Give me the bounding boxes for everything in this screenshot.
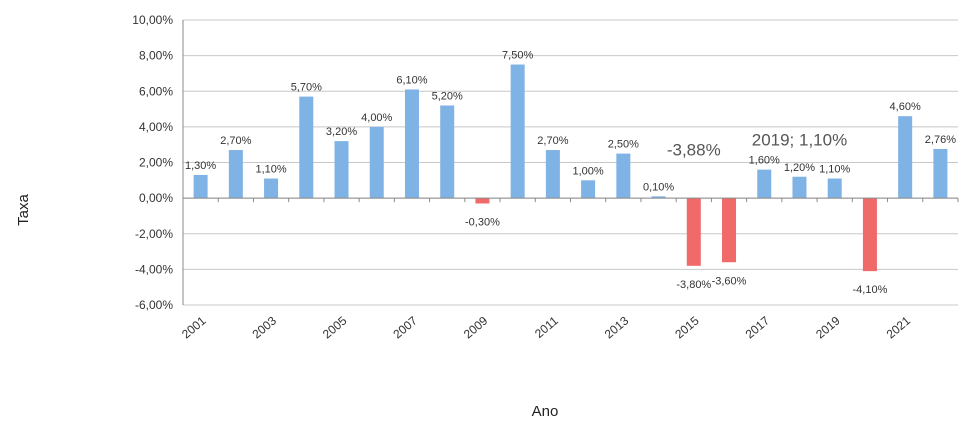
- data-label-2022: 2,76%: [925, 134, 956, 146]
- bar-2007: [404, 89, 419, 199]
- x-tick-label: 2003: [250, 313, 280, 341]
- data-label-2007: 6,10%: [396, 74, 427, 86]
- x-tick-label: 2019: [813, 313, 843, 341]
- x-tick-label: 2021: [884, 313, 914, 341]
- data-label-2017: 1,60%: [749, 155, 780, 167]
- bar-2001: [193, 174, 208, 199]
- bar-2011: [545, 150, 560, 199]
- data-label-2018: 1,20%: [784, 162, 815, 174]
- bar-2013: [616, 153, 631, 199]
- data-label-2014: 0,10%: [643, 181, 674, 193]
- data-labels: 1,30% 2,70% 1,10% 5,70% 3,20% 4,00% 6,10% 5,20%…: [185, 50, 956, 297]
- data-label-2019: 1,10%: [819, 164, 850, 176]
- y-tick-label: -2,00%: [135, 227, 173, 241]
- axes: [182, 20, 959, 305]
- data-label-2005: 3,20%: [326, 126, 357, 138]
- data-label-2016: -3,60%: [712, 275, 747, 287]
- y-axis-title: Taxa: [15, 194, 32, 226]
- x-tick-labels: 2001 2003 2005 2007 2009 2011 2013 2015 2017 2019…: [179, 313, 913, 341]
- data-label-2015: -3,80%: [676, 279, 711, 291]
- x-tick-label: 2011: [532, 313, 561, 341]
- data-label-2013: 2,50%: [608, 139, 639, 151]
- bar-2005: [334, 141, 349, 199]
- annotation: -3,88%: [667, 140, 721, 159]
- x-tick-label: 2009: [461, 313, 491, 341]
- bar-2004: [299, 96, 314, 199]
- data-label-2012: 1,00%: [573, 165, 604, 177]
- y-tick-label: 4,00%: [139, 120, 173, 134]
- y-tick-label: -6,00%: [135, 298, 173, 312]
- y-tick-label: 6,00%: [139, 84, 173, 98]
- x-tick-label: 2001: [179, 313, 209, 341]
- gridlines: [183, 19, 958, 306]
- x-tick-label: 2013: [602, 313, 632, 341]
- bar-2022: [933, 148, 948, 199]
- y-tick-label: 0,00%: [139, 191, 173, 205]
- x-tick-label: 2005: [320, 313, 350, 341]
- bar-2003: [264, 178, 279, 199]
- bar-2008: [440, 105, 455, 199]
- data-label-2009: -0,30%: [465, 216, 500, 228]
- bar-2017: [757, 169, 772, 199]
- annotations: -3,88% 2019; 1,10%: [667, 130, 847, 159]
- bars: [193, 64, 948, 272]
- data-label-2021: 4,60%: [890, 101, 921, 113]
- x-axis-title: Ano: [532, 403, 559, 420]
- bar-2016: [722, 198, 737, 263]
- x-tick-label: 2007: [390, 313, 420, 341]
- x-tick-label: 2017: [743, 313, 773, 341]
- bar-2015: [686, 198, 701, 266]
- bar-2020: [862, 198, 877, 272]
- data-label-2002: 2,70%: [220, 135, 251, 147]
- bar-2021: [898, 116, 913, 199]
- y-tick-label: 2,00%: [139, 156, 173, 170]
- data-label-2003: 1,10%: [255, 164, 286, 176]
- data-label-2010: 7,50%: [502, 50, 533, 62]
- data-label-2004: 5,70%: [291, 82, 322, 94]
- bar-2006: [369, 126, 384, 199]
- x-tick-label: 2015: [672, 313, 702, 341]
- data-label-2020: -4,10%: [853, 284, 888, 296]
- data-label-2011: 2,70%: [537, 135, 568, 147]
- annotation: 2019; 1,10%: [752, 130, 847, 149]
- bar-2012: [581, 180, 596, 199]
- y-tick-label: 8,00%: [139, 49, 173, 63]
- bar-2014: [651, 196, 666, 199]
- bar-2018: [792, 176, 807, 199]
- bar-2019: [827, 178, 842, 199]
- data-label-2006: 4,00%: [361, 112, 392, 124]
- y-tick-label: 10,00%: [132, 13, 173, 27]
- bar-2009: [475, 198, 490, 204]
- bar-2010: [510, 64, 525, 199]
- data-label-2001: 1,30%: [185, 160, 216, 172]
- y-tick-label: -4,00%: [135, 262, 173, 276]
- data-label-2008: 5,20%: [432, 91, 463, 103]
- bar-2002: [228, 150, 243, 199]
- y-tick-labels: 10,00% 8,00% 6,00% 4,00% 2,00% 0,00% -2,00% -4,…: [132, 13, 173, 312]
